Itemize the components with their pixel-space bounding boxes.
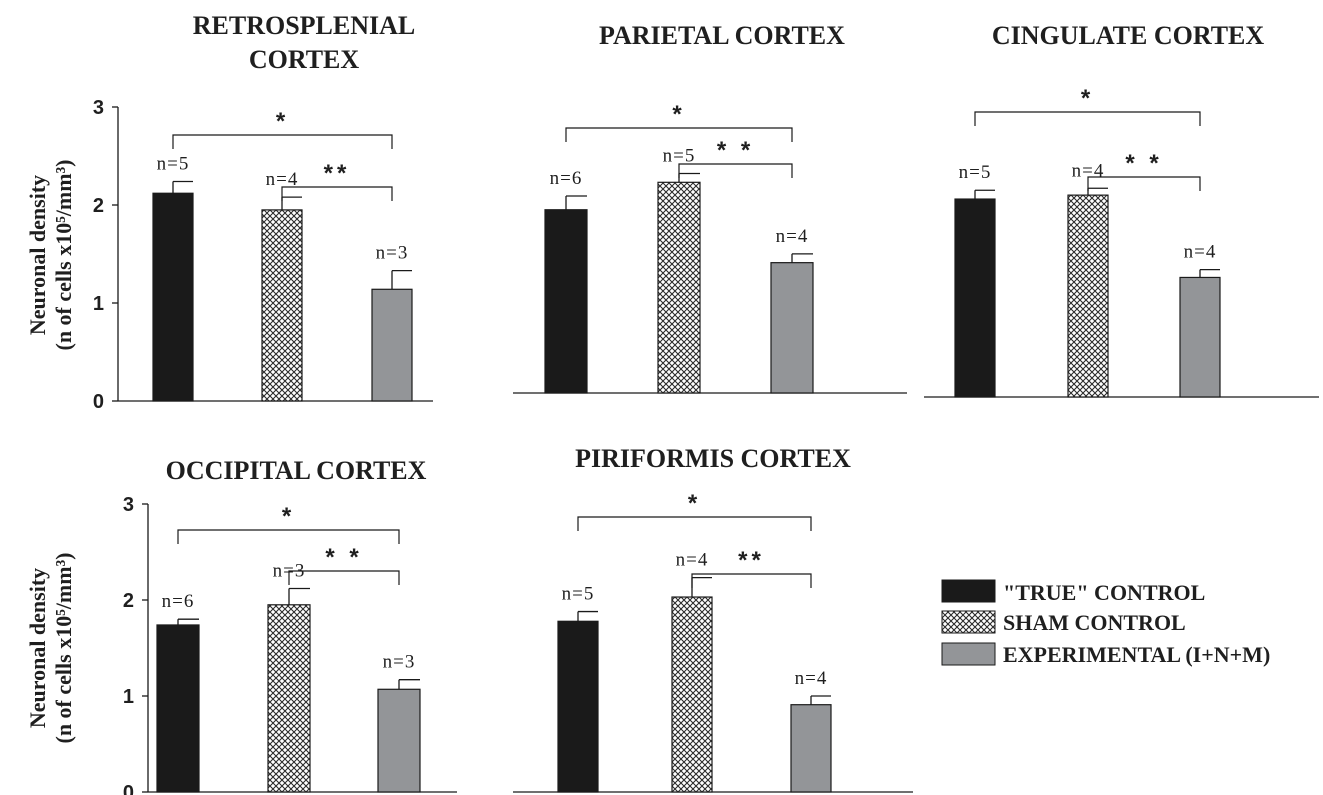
- n-label-true-control: n=5: [562, 584, 595, 605]
- n-label-experimental: n=3: [383, 652, 416, 673]
- bar-sham-control: [267, 604, 311, 793]
- significance-bracket: [678, 163, 793, 178]
- y-tick-label: 3: [93, 97, 104, 119]
- n-label-true-control: n=6: [550, 168, 583, 189]
- significance-bracket: [172, 134, 393, 149]
- bar-true-control: [557, 620, 599, 793]
- n-label-experimental: n=3: [376, 243, 409, 264]
- bar-sham-control: [261, 209, 303, 402]
- chart-title: PARIETAL CORTEX: [599, 21, 845, 50]
- bar-experimental: [790, 704, 832, 793]
- legend-swatch-true-control: [941, 579, 996, 603]
- significance-bracket: [288, 570, 400, 585]
- significance-label: *: [1081, 85, 1094, 112]
- y-tick-label: 3: [123, 494, 134, 516]
- chart-title: PIRIFORMIS CORTEX: [575, 444, 851, 473]
- y-tick-label: 2: [123, 590, 134, 612]
- n-label-sham-control: n=4: [1072, 160, 1105, 181]
- n-label-sham-control: n=4: [676, 550, 709, 571]
- significance-bracket: [1087, 176, 1201, 191]
- significance-label: * *: [325, 544, 362, 571]
- chart-title: CORTEX: [249, 45, 360, 74]
- chart-title: RETROSPLENIAL: [193, 11, 416, 40]
- significance-label: *: [672, 101, 685, 128]
- bar-true-control: [544, 209, 588, 394]
- legend: "TRUE" CONTROL SHAM CONTROL EXPERIMENTAL…: [941, 579, 1270, 667]
- significance-label: * *: [1125, 150, 1162, 177]
- legend-label-true-control: "TRUE" CONTROL: [1003, 580, 1205, 605]
- significance-bracket: [691, 573, 812, 588]
- significance-label: * *: [717, 137, 754, 164]
- y-tick-label: 0: [93, 391, 104, 413]
- significance-bracket: [974, 111, 1201, 126]
- chart-panel-4: OCCIPITAL CORTEX 0 1 2 3 Neuronal density(n o…: [25, 456, 457, 795]
- n-label-true-control: n=6: [162, 591, 195, 612]
- significance-label: *: [276, 108, 289, 135]
- y-axis-label: Neuronal density(n of cells x10⁵/mm³): [25, 553, 76, 744]
- significance-bracket: [281, 186, 393, 201]
- significance-label: **: [324, 160, 351, 187]
- y-tick-label: 1: [123, 686, 134, 708]
- y-axis-label: Neuronal density(n of cells x10⁵/mm³): [25, 160, 76, 351]
- bar-true-control: [156, 624, 200, 793]
- bar-experimental: [770, 262, 814, 394]
- chart-panel-2: PARIETAL CORTEX n=6 n=5 n=4 * * *: [513, 21, 907, 394]
- significance-bracket: [177, 529, 400, 544]
- y-tick-label: 2: [93, 195, 104, 217]
- n-label-true-control: n=5: [157, 153, 190, 174]
- n-label-experimental: n=4: [795, 668, 828, 689]
- legend-swatch-experimental: [941, 642, 996, 666]
- chart-panel-3: CINGULATE CORTEX n=5 n=4 n=4 * * *: [924, 21, 1319, 398]
- n-label-true-control: n=5: [959, 162, 992, 183]
- n-label-experimental: n=4: [1184, 242, 1217, 263]
- bar-experimental: [371, 288, 413, 402]
- legend-label-sham-control: SHAM CONTROL: [1003, 610, 1186, 635]
- bar-experimental: [1179, 276, 1221, 398]
- chart-panel-1: RETROSPLENIAL CORTEX 0 1 2 3 Neuronal density(…: [25, 11, 433, 413]
- bar-experimental: [377, 688, 421, 793]
- y-tick-label: 0: [123, 782, 134, 795]
- bar-true-control: [954, 198, 996, 398]
- y-tick-label: 1: [93, 293, 104, 315]
- n-label-sham-control: n=4: [266, 169, 299, 190]
- significance-label: *: [688, 490, 701, 517]
- chart-title: CINGULATE CORTEX: [992, 21, 1265, 50]
- n-label-sham-control: n=5: [663, 145, 696, 166]
- chart-panels: RETROSPLENIAL CORTEX 0 1 2 3 Neuronal density(…: [25, 11, 1319, 795]
- bar-sham-control: [1067, 194, 1109, 398]
- chart-title: OCCIPITAL CORTEX: [166, 456, 427, 485]
- bar-sham-control: [671, 596, 713, 793]
- bar-true-control: [152, 192, 194, 402]
- significance-bracket: [577, 516, 812, 531]
- legend-swatch-sham-control: [941, 610, 996, 634]
- significance-bracket: [565, 127, 793, 142]
- significance-label: **: [738, 547, 765, 574]
- legend-label-experimental: EXPERIMENTAL (I+N+M): [1003, 642, 1270, 667]
- significance-label: *: [282, 503, 295, 530]
- n-label-experimental: n=4: [776, 226, 809, 247]
- bar-sham-control: [657, 181, 701, 394]
